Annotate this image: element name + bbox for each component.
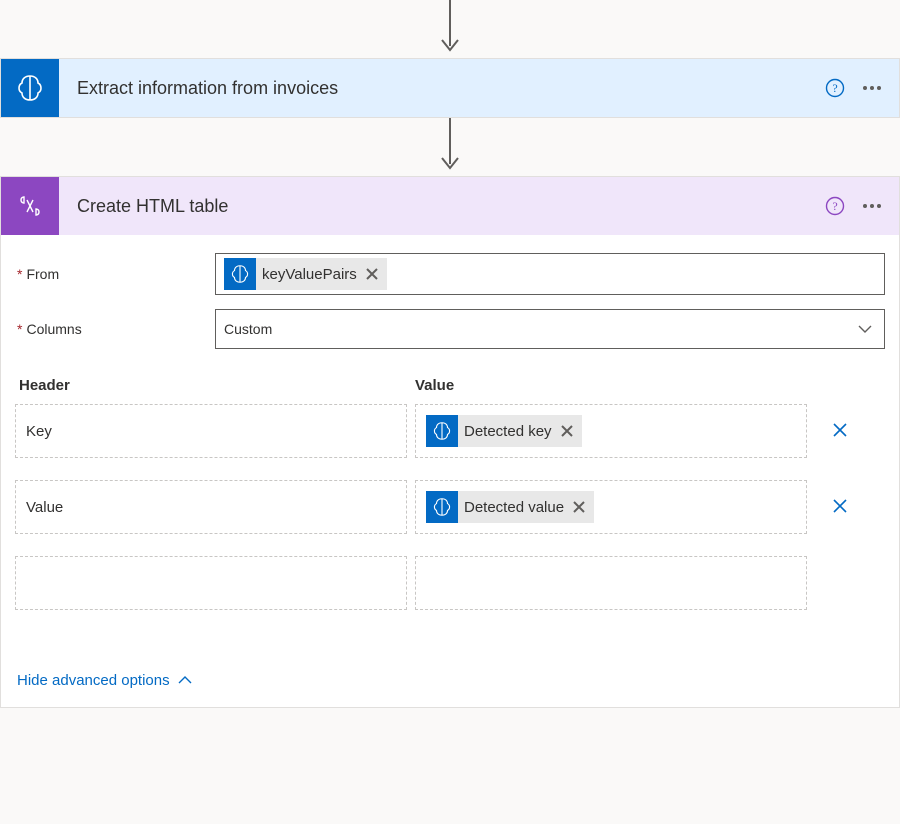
value-cell-input[interactable]: Detected value bbox=[415, 480, 807, 534]
flow-arrow bbox=[0, 118, 900, 176]
svg-text:?: ? bbox=[832, 199, 837, 213]
more-icon[interactable] bbox=[863, 204, 881, 208]
token-detected-value[interactable]: Detected value bbox=[426, 491, 594, 523]
table-row: Value Detected value bbox=[15, 480, 885, 534]
table-row-empty bbox=[15, 556, 885, 610]
header-cell-text: Key bbox=[26, 423, 52, 440]
brain-icon bbox=[426, 491, 458, 523]
brain-icon bbox=[224, 258, 256, 290]
token-keyvaluepairs[interactable]: keyValuePairs bbox=[224, 258, 387, 290]
token-label: Detected key bbox=[464, 423, 552, 440]
value-cell-input[interactable] bbox=[415, 556, 807, 610]
header-cell-input[interactable]: Value bbox=[15, 480, 407, 534]
step-extract-invoices[interactable]: Extract information from invoices ? bbox=[0, 58, 900, 118]
header-cell-input[interactable] bbox=[15, 556, 407, 610]
header-cell-text: Value bbox=[26, 499, 63, 516]
help-icon[interactable]: ? bbox=[825, 196, 845, 216]
token-label: keyValuePairs bbox=[262, 266, 357, 283]
from-input[interactable]: keyValuePairs bbox=[215, 253, 885, 295]
hide-advanced-toggle[interactable]: Hide advanced options bbox=[15, 672, 192, 689]
close-icon[interactable] bbox=[558, 422, 576, 440]
field-from: *From keyValuePairs bbox=[15, 253, 885, 295]
step-header[interactable]: Create HTML table ? bbox=[1, 177, 899, 235]
chevron-up-icon bbox=[178, 672, 192, 689]
brain-icon bbox=[426, 415, 458, 447]
columns-select[interactable]: Custom bbox=[215, 309, 885, 349]
svg-text:?: ? bbox=[832, 81, 837, 95]
delete-row-icon[interactable] bbox=[830, 496, 850, 519]
table-row: Key Detected key bbox=[15, 404, 885, 458]
columns-value: Custom bbox=[224, 321, 272, 337]
columns-table: Header Value Key Detected key bbox=[15, 377, 885, 610]
step-create-html-table: Create HTML table ? *From bbox=[0, 176, 900, 708]
close-icon[interactable] bbox=[570, 498, 588, 516]
hide-advanced-label: Hide advanced options bbox=[17, 672, 170, 689]
chevron-down-icon bbox=[858, 324, 872, 334]
close-icon[interactable] bbox=[363, 265, 381, 283]
token-detected-key[interactable]: Detected key bbox=[426, 415, 582, 447]
field-columns: *Columns Custom bbox=[15, 309, 885, 349]
brain-icon bbox=[1, 59, 59, 117]
flow-arrow bbox=[0, 0, 900, 58]
columns-label: *Columns bbox=[15, 321, 215, 337]
from-label: *From bbox=[15, 266, 215, 282]
help-icon[interactable]: ? bbox=[825, 78, 845, 98]
value-cell-input[interactable]: Detected key bbox=[415, 404, 807, 458]
step-title: Extract information from invoices bbox=[59, 78, 825, 99]
more-icon[interactable] bbox=[863, 86, 881, 90]
col-header-value: Value bbox=[415, 377, 885, 394]
header-cell-input[interactable]: Key bbox=[15, 404, 407, 458]
data-operation-icon bbox=[1, 177, 59, 235]
step-title: Create HTML table bbox=[59, 196, 825, 217]
col-header-header: Header bbox=[19, 377, 415, 394]
token-label: Detected value bbox=[464, 499, 564, 516]
delete-row-icon[interactable] bbox=[830, 420, 850, 443]
